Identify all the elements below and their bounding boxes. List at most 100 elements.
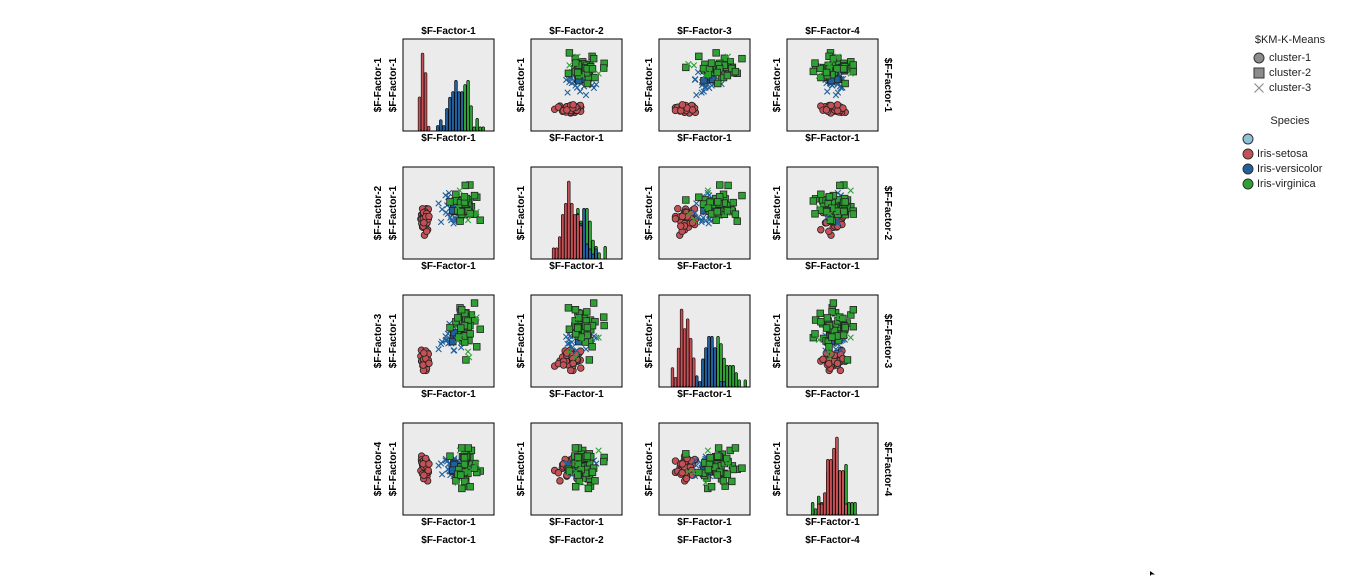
data-point	[578, 336, 586, 344]
legend-label: Iris-setosa	[1257, 147, 1308, 160]
data-point	[446, 323, 454, 332]
data-point	[473, 460, 480, 467]
data-point	[465, 210, 473, 217]
data-point	[738, 191, 746, 200]
data-point	[583, 323, 592, 332]
data-point	[565, 49, 574, 57]
data-point	[723, 470, 732, 478]
histogram-bar	[426, 125, 431, 132]
panel-y-label: $F-Factor-1	[772, 57, 783, 112]
data-point	[591, 73, 599, 82]
panel-y-label: $F-Factor-1	[388, 441, 399, 496]
data-point	[720, 54, 729, 62]
data-point	[470, 299, 479, 307]
data-point	[577, 364, 585, 372]
panel-x-label: $F-Factor-1	[421, 261, 476, 272]
histogram-bar	[591, 253, 595, 260]
data-point	[574, 53, 581, 60]
panel-x-label: $F-Factor-1	[549, 389, 604, 400]
data-point	[828, 333, 836, 341]
data-point	[704, 70, 712, 77]
legend-label: cluster-2	[1269, 66, 1312, 79]
panel	[530, 166, 623, 260]
data-point	[564, 69, 573, 78]
data-point	[600, 64, 608, 72]
data-point	[460, 454, 469, 462]
data-point	[595, 70, 602, 77]
panel	[402, 38, 495, 132]
data-point	[457, 324, 465, 332]
histogram-bar	[826, 458, 830, 516]
data-point	[465, 354, 473, 361]
data-point	[816, 309, 824, 318]
data-point	[582, 91, 590, 99]
histogram-bar	[579, 225, 583, 260]
data-point	[591, 477, 599, 485]
histogram-bar	[423, 72, 428, 132]
data-point	[849, 61, 857, 69]
data-point	[817, 190, 825, 198]
histogram-bar	[689, 337, 693, 388]
histogram-bar	[603, 246, 607, 260]
legend-item-iris-virginica: Iris-virginica	[1225, 176, 1355, 191]
data-point	[464, 348, 472, 355]
data-point	[826, 210, 834, 217]
legend-item-iris-setosa: Iris-setosa	[1225, 146, 1355, 161]
data-point	[588, 468, 597, 476]
data-point	[595, 334, 602, 341]
data-point	[585, 356, 594, 364]
histogram-bar	[457, 91, 461, 132]
data-point	[425, 212, 433, 221]
data-point	[706, 454, 714, 462]
data-point	[460, 460, 469, 469]
data-point	[420, 219, 428, 227]
row-label-right: $F-Factor-3	[882, 314, 893, 369]
panel-frame	[658, 166, 751, 260]
histogram-bar	[567, 180, 571, 260]
data-point	[573, 347, 580, 354]
data-point	[713, 68, 721, 77]
histogram-bar	[679, 308, 684, 388]
data-point	[691, 209, 699, 216]
data-point	[678, 460, 687, 468]
data-point	[822, 68, 831, 77]
histogram-bar	[737, 379, 741, 388]
data-point	[815, 72, 823, 79]
data-point	[466, 330, 474, 338]
panel-y-label: $F-Factor-1	[644, 185, 655, 240]
data-point	[707, 59, 716, 67]
column-header: $F-Factor-3	[677, 26, 732, 37]
data-point	[438, 471, 446, 478]
square-icon	[1253, 67, 1265, 78]
histogram-bar	[460, 91, 464, 132]
data-point	[738, 54, 746, 63]
data-point	[694, 214, 702, 221]
row-label-left: $F-Factor-3	[373, 313, 384, 368]
data-point	[829, 299, 838, 307]
histogram-bar	[722, 381, 726, 388]
data-point	[476, 325, 484, 333]
histogram-bar	[704, 347, 708, 388]
data-point	[556, 477, 564, 485]
data-point	[839, 314, 847, 323]
histogram-bar	[551, 247, 556, 260]
data-point	[588, 65, 597, 73]
histogram-bar	[472, 126, 476, 132]
data-point	[840, 207, 848, 216]
data-point	[724, 181, 732, 190]
panel-x-label: $F-Factor-1	[677, 261, 732, 272]
data-point	[849, 306, 857, 314]
data-point	[444, 330, 452, 337]
data-point	[685, 210, 692, 217]
data-point	[729, 465, 737, 474]
data-point	[457, 207, 465, 216]
data-point	[460, 193, 469, 201]
row-label-right: $F-Factor-1	[882, 58, 893, 113]
data-point	[829, 54, 838, 63]
panel-x-label: $F-Factor-1	[549, 133, 604, 144]
histogram-bar	[810, 502, 815, 516]
column-header: $F-Factor-2	[549, 26, 604, 37]
panel-x-label: $F-Factor-1	[549, 517, 604, 528]
data-point	[695, 52, 703, 61]
data-point	[833, 101, 842, 109]
